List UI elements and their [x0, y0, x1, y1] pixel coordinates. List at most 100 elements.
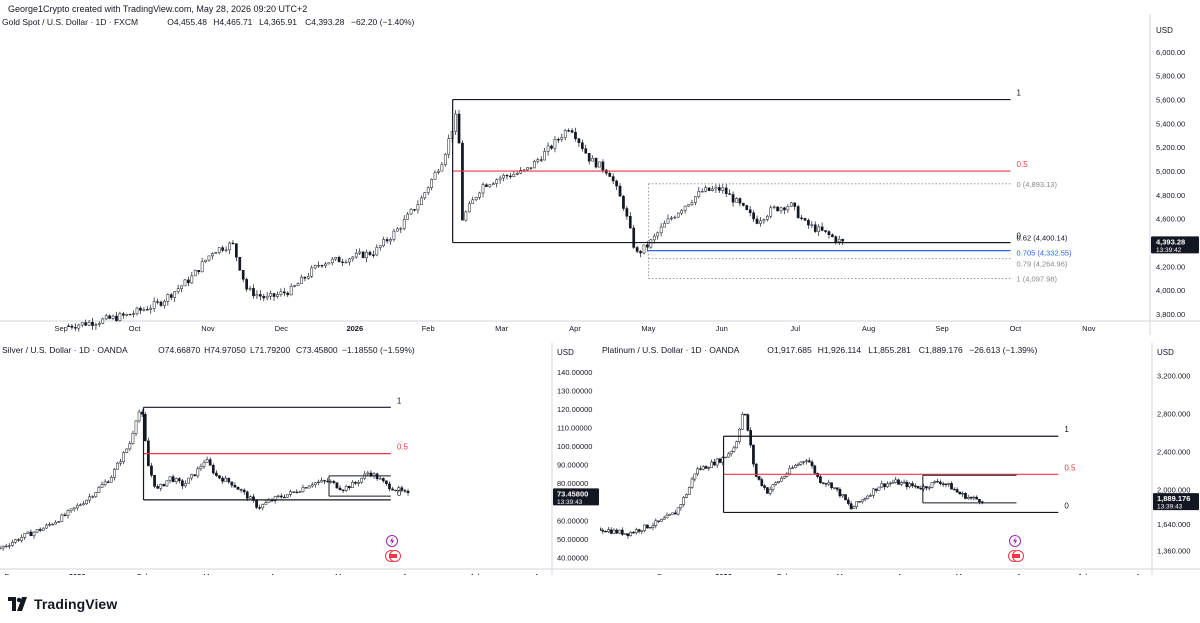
candle [200, 261, 204, 273]
fib-level-label: 1 [1064, 425, 1069, 434]
candle [793, 202, 797, 207]
fib-level-label: 1 [397, 396, 402, 405]
candle [142, 309, 146, 311]
candle [649, 239, 653, 248]
candle [159, 301, 163, 306]
y-tick-label: 5,400.00 [1156, 119, 1185, 128]
candle [293, 285, 296, 287]
tradingview-brand[interactable]: TradingView [8, 596, 117, 612]
y-tick-label: 140.00000 [557, 368, 592, 377]
candle [858, 501, 861, 503]
candle [831, 234, 834, 237]
candle [779, 477, 783, 482]
candle [821, 482, 825, 484]
candle [637, 529, 641, 532]
candle [680, 210, 684, 214]
candle [313, 482, 317, 486]
candle [317, 265, 320, 267]
candle [612, 529, 616, 534]
candle [94, 492, 98, 497]
candle [522, 169, 526, 171]
candle [264, 502, 268, 505]
candle [20, 537, 23, 541]
gold-chart[interactable]: Gold Spot / U.S. Dollar · 1D · FXCM O4,4… [0, 14, 1200, 359]
candle [7, 545, 11, 547]
y-axis-unit: USD [1157, 348, 1174, 357]
candle [249, 496, 252, 499]
y-tick-label: 2,000.000 [1157, 486, 1190, 495]
candle [344, 485, 348, 491]
candle [413, 209, 416, 211]
candle [491, 183, 495, 186]
y-axis-unit: USD [1156, 26, 1173, 35]
candle [54, 521, 57, 525]
ohlc-value: O74.66870 [158, 345, 200, 355]
fib-level-label: 0.5 [1064, 463, 1076, 472]
candle [567, 130, 570, 132]
candle [715, 458, 719, 466]
ohlc-value: −1.18550 (−1.59%) [342, 345, 415, 355]
candle [430, 179, 433, 188]
candle [601, 161, 605, 171]
candle [298, 491, 302, 493]
candle [106, 481, 110, 483]
candle [807, 220, 810, 226]
x-tick-label: Aug [1135, 572, 1148, 575]
candle [193, 270, 197, 277]
candle [958, 491, 962, 495]
candle [687, 487, 691, 495]
candle [852, 506, 856, 509]
candle [774, 482, 778, 485]
candle [258, 294, 262, 297]
platinum-chart[interactable]: Platinum / U.S. Dollar · 1D · OANDA O1,9… [600, 343, 1200, 575]
candle [269, 293, 272, 297]
candle [35, 529, 39, 533]
candle [978, 498, 981, 503]
candle [173, 291, 177, 298]
candle [964, 492, 967, 499]
candle [789, 202, 793, 207]
silver-chart[interactable]: Silver / U.S. Dollar · 1D · OANDA O74.66… [0, 343, 600, 575]
candle [629, 532, 633, 537]
candle [769, 207, 773, 217]
candle [916, 486, 920, 489]
candle [227, 477, 231, 483]
candle [834, 236, 838, 243]
candle [646, 244, 649, 248]
x-tick-label: Mar [495, 324, 508, 333]
candle [941, 483, 945, 485]
candle [128, 313, 132, 316]
candle [557, 139, 560, 141]
y-tick-label: 100.00000 [557, 442, 592, 451]
x-tick-label: Feb [777, 572, 790, 575]
ohlc-value: C73.45800 [296, 345, 338, 355]
candle [754, 463, 758, 477]
candle [776, 206, 779, 212]
x-tick-label: Sep [54, 324, 67, 333]
brand-name: TradingView [34, 596, 118, 612]
candle [594, 158, 598, 168]
candle [765, 215, 769, 220]
candle [14, 539, 17, 543]
x-tick-label: Feb [137, 572, 150, 575]
candle [697, 191, 701, 197]
y-tick-label: 80.00000 [557, 479, 588, 488]
candle [437, 170, 440, 173]
y-tick-label: 5,000.00 [1156, 167, 1185, 176]
candle [608, 172, 612, 177]
candle [375, 247, 379, 256]
candle [772, 206, 776, 209]
candle [471, 199, 475, 204]
candle [846, 499, 850, 504]
candle [137, 411, 141, 422]
candle [300, 276, 303, 284]
candle [11, 542, 14, 546]
candle [665, 514, 669, 519]
candle [400, 487, 404, 491]
candle [91, 496, 95, 498]
candle [85, 499, 88, 505]
candle [391, 488, 394, 491]
candle [800, 217, 803, 219]
candle [591, 158, 594, 162]
candle [519, 169, 523, 174]
